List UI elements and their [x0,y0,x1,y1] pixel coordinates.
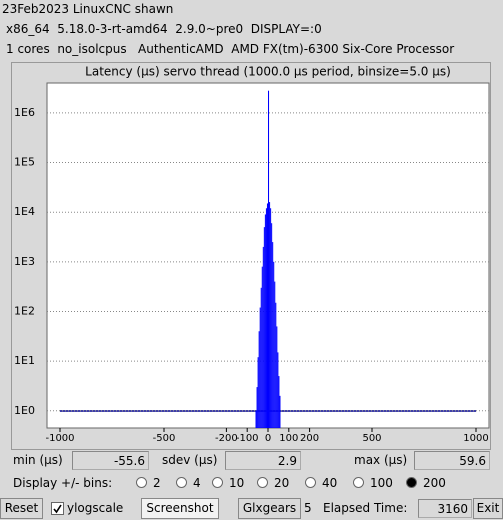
radio-dot[interactable] [305,477,316,488]
radio-dot[interactable] [136,477,147,488]
stat-label: max (µs) [354,453,408,467]
screenshot-button[interactable]: Screenshot [141,498,219,519]
bar [256,387,258,428]
radio-label: 40 [322,476,338,490]
bar [272,242,274,428]
y-tick-label: 1E1 [14,354,35,367]
elapsed-label: Elapsed Time: [323,501,408,515]
bins-radio[interactable]: 200 [406,476,446,490]
bar [279,395,281,428]
bar [277,352,279,428]
stat-value: 59.6 [414,451,490,470]
bins-radio[interactable]: 40 [305,476,337,490]
chart-title: Latency (µs) servo thread (1000.0 µs per… [85,65,451,79]
x-tick-label: -500 [153,433,176,444]
reset-button[interactable]: Reset [0,498,43,519]
radio-label: 200 [423,476,446,490]
bar [259,307,261,428]
bar [274,281,276,428]
radio-dot[interactable] [212,477,223,488]
bar [262,246,264,428]
bar [260,287,262,428]
y-tick-label: 1E4 [14,205,35,218]
bins-radio[interactable]: 4 [176,476,201,490]
radio-dot[interactable] [257,477,268,488]
x-tick-label: 100 [279,433,298,444]
bar [268,90,270,429]
stat-value: 2.9 [225,451,301,470]
radio-dot[interactable] [176,477,187,488]
bar [269,202,271,428]
bar [263,227,265,428]
bar [271,223,273,428]
radio-label: 10 [229,476,245,490]
x-tick-label: 0 [265,433,271,444]
y-tick-label: 1E3 [14,255,35,268]
x-tick-label: -200 [215,433,238,444]
y-tick-label: 1E5 [14,156,35,169]
glxgears-count: 5 [304,501,312,515]
bar [265,208,267,428]
checkbox-label: ylogscale [67,501,124,515]
bins-radio[interactable]: 20 [257,476,289,490]
y-tick-label: 1E0 [14,404,35,417]
x-tick-label: -1000 [45,433,74,444]
chart: Latency (µs) servo thread (1000.0 µs per… [14,65,490,444]
bins-radio[interactable]: 10 [212,476,244,490]
bar [278,376,280,428]
bar [270,208,272,428]
check-mark [53,504,62,514]
radio-dot[interactable] [353,477,364,488]
bar [255,410,257,428]
glxgears-button[interactable]: Glxgears [238,498,301,519]
plot-frame [11,62,491,450]
bins-radio[interactable]: 100 [353,476,393,490]
header-line: x86_64 5.18.0-3-rt-amd64 2.9.0~pre0 DISP… [6,22,322,36]
x-tick-label: 200 [300,433,319,444]
x-tick-label: -100 [236,433,259,444]
bar [276,326,278,428]
stat-label: sdev (µs) [162,453,218,467]
radio-label: 100 [370,476,393,490]
bar [261,266,263,428]
x-tick-label: 1000 [463,433,488,444]
bar [266,203,268,428]
bar [273,261,275,428]
ylogscale-checkbox[interactable] [51,502,64,515]
bins-label: Display +/- bins: [13,476,113,490]
x-tick-label: 500 [362,433,381,444]
bar [258,331,260,428]
radio-label: 2 [153,476,161,490]
stat-value: -55.6 [72,451,149,470]
header-line: 23Feb2023 LinuxCNC shawn [2,2,174,16]
bar [257,357,259,428]
radio-label: 4 [193,476,201,490]
y-tick-label: 1E2 [14,304,35,317]
elapsed-value: 3160 [418,499,472,518]
stat-label: min (µs) [13,453,63,467]
y-tick-label: 1E6 [14,106,35,119]
exit-button[interactable]: Exit [473,498,503,519]
bar [264,214,266,428]
bins-radio[interactable]: 2 [136,476,161,490]
radio-label: 20 [274,476,290,490]
radio-dot[interactable] [406,477,417,488]
bar [275,302,277,428]
header-line: 1 cores no_isolcpus AuthenticAMD AMD FX(… [6,42,455,56]
